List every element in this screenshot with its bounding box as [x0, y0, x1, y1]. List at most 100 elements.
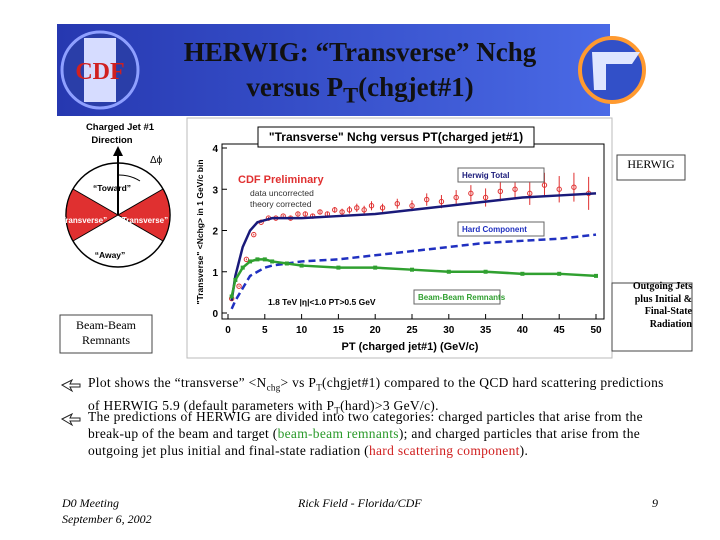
data-point: [446, 269, 451, 274]
legend-box: [457, 221, 545, 237]
footer-page: 9: [652, 496, 658, 510]
data-point: [262, 257, 267, 262]
text-segment: ); and charged particles that arise from…: [88, 426, 641, 458]
data-point: [424, 196, 430, 203]
data-point: [438, 198, 445, 205]
plot-frame: [221, 143, 605, 320]
data-point: [354, 205, 360, 211]
y-tick-label: 0: [212, 309, 218, 320]
bullet: The predictions of HERWIG are divided in…: [88, 408, 678, 459]
data-point: [571, 184, 577, 190]
data-point: [295, 211, 301, 217]
data-point: [394, 200, 400, 207]
title: HERWIG: “Transverse” Nchg: [183, 37, 537, 67]
logo-text: CDF: [75, 59, 124, 85]
cdf-logo-bar: [84, 38, 116, 102]
bullet: Plot shows the “transverse” <Nchg> vs PT…: [88, 374, 678, 419]
angle-label: Δϕ: [150, 155, 163, 166]
herwig-label: HERWIG: [627, 157, 675, 171]
text-segment: (chgjet#1) compared to the QCD hard scat…: [88, 375, 664, 413]
text-segment: (hard)>3 GeV/c).: [340, 397, 439, 413]
legend-label: Herwig Total: [462, 171, 509, 180]
transverse-label: “Transverse”: [118, 216, 168, 225]
data-point: [251, 231, 257, 238]
data-point: [336, 265, 341, 270]
title-banner: [57, 24, 610, 116]
data-point: [594, 273, 598, 278]
data-point: [284, 261, 289, 266]
text-segment: chg: [266, 382, 281, 393]
x-tick-label: 5: [262, 325, 268, 336]
x-tick-label: 10: [296, 325, 308, 336]
beam-label: Beam-Beam Remnants: [76, 318, 136, 347]
series-line: [230, 192, 597, 301]
footer-author: Rick Field - Florida/CDF: [298, 496, 422, 510]
x-tick-label: 50: [590, 325, 602, 336]
text-segment: T: [343, 82, 359, 108]
data-point: [317, 209, 323, 215]
data-point: [453, 194, 459, 201]
transverse-region: [117, 188, 171, 242]
data-point: [248, 259, 253, 264]
y-tick-label: 3: [212, 185, 218, 196]
data-point: [302, 211, 308, 217]
legend-box: [457, 167, 545, 183]
herwig-box: [616, 154, 686, 181]
data-point: [497, 188, 504, 195]
x-axis-label: PT (charged jet#1) (GeV/c): [342, 341, 479, 353]
annotation: theory corrected: [250, 199, 312, 209]
x-tick-label: 25: [406, 325, 418, 336]
data-point: [410, 267, 414, 272]
toward-label: “Toward”: [93, 183, 131, 193]
text-segment: > vs P: [280, 375, 317, 390]
y-axis-label: "Transverse" <Nchg> in 1 GeV/c bin: [195, 159, 205, 304]
text-segment: T: [334, 405, 341, 416]
data-point: [240, 265, 245, 270]
text-segment: beam-beam remnants: [277, 426, 399, 441]
annotation: CDF Preliminary: [238, 174, 324, 186]
data-point: [236, 283, 242, 289]
text-segment: T: [316, 382, 322, 393]
data-point: [527, 190, 533, 197]
data-point: [243, 256, 250, 263]
data-point: [512, 186, 518, 192]
bullet-arrow: [60, 412, 81, 427]
x-tick-label: 20: [370, 325, 382, 336]
text-segment: hard scattering component: [368, 443, 520, 458]
data-point: [541, 182, 548, 188]
y-tick-label: 4: [212, 144, 218, 155]
transverse-label: “Transverse”: [57, 216, 107, 225]
plot-title: "Transverse" Nchg versus PT(charged jet#…: [269, 130, 523, 144]
jet-arrow-head: [113, 146, 123, 156]
x-tick-label: 30: [443, 325, 455, 336]
text-segment: (chgjet#1): [358, 72, 474, 102]
title: versus PT(chgjet#1): [0, 72, 720, 108]
data-point: [373, 265, 378, 270]
x-tick-label: 35: [480, 325, 492, 336]
data-point: [520, 271, 525, 276]
x-tick-label: 0: [225, 325, 231, 336]
data-point: [468, 190, 474, 197]
outgoing-box: [611, 282, 693, 352]
bullet-arrow: [60, 378, 81, 393]
data-point: [409, 203, 415, 209]
data-point: [557, 271, 562, 276]
angle-arc: [117, 174, 141, 182]
text-segment: versus P: [246, 72, 344, 102]
y-tick-label: 2: [212, 227, 218, 238]
footer-date: September 6, 2002: [62, 512, 152, 526]
outgoing-label: Outgoing Jets plus Initial & Final-State…: [632, 281, 692, 330]
annotation: data uncorrected: [250, 188, 314, 198]
transverse-region: [65, 188, 119, 242]
data-point: [233, 278, 238, 282]
series-line: [230, 233, 597, 310]
text-segment: The predictions of HERWIG are divided in…: [88, 409, 643, 441]
data-point: [339, 209, 345, 215]
data-point: [332, 207, 338, 213]
data-point: [361, 207, 367, 213]
data-point: [299, 263, 304, 268]
footer-meeting: D0 Meeting: [62, 496, 119, 510]
data-point: [229, 294, 234, 299]
